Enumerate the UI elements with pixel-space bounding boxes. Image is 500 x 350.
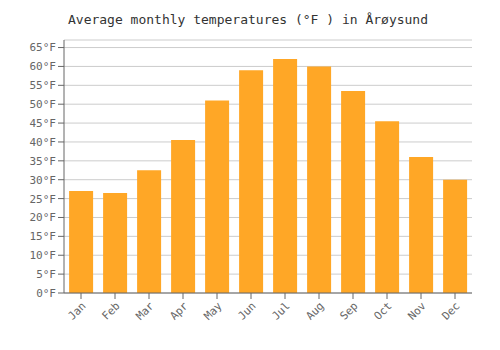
svg-text:Oct: Oct	[371, 299, 394, 322]
svg-text:Jan: Jan	[65, 299, 88, 322]
svg-text:May: May	[201, 299, 225, 323]
svg-text:Dec: Dec	[439, 299, 462, 322]
svg-text:55°F: 55°F	[30, 79, 57, 92]
html-text:Average monthly temperatures (: Average monthly temperatures (°F ) in År…	[68, 12, 428, 27]
svg-text:Aug: Aug	[303, 299, 326, 322]
svg-text:40°F: 40°F	[30, 136, 57, 149]
svg-text:Jul: Jul	[269, 299, 292, 322]
svg-text:Nov: Nov	[405, 299, 429, 323]
svg-text:Apr: Apr	[167, 299, 191, 323]
svg-text:20°F: 20°F	[30, 211, 57, 224]
svg-text:65°F: 65°F	[30, 41, 57, 54]
svg-text:35°F: 35°F	[30, 155, 57, 168]
svg-text:5°F: 5°F	[36, 268, 56, 281]
svg-text:Mar: Mar	[133, 299, 157, 323]
svg-text:45°F: 45°F	[30, 117, 57, 130]
svg-text:10°F: 10°F	[30, 249, 57, 262]
svg-text:15°F: 15°F	[30, 230, 57, 243]
svg-text:60°F: 60°F	[30, 60, 57, 73]
svg-text:Feb: Feb	[99, 299, 122, 322]
svg-text:Sep: Sep	[337, 299, 360, 322]
svg-text:30°F: 30°F	[30, 174, 57, 187]
svg-text:25°F: 25°F	[30, 193, 57, 206]
svg-text:50°F: 50°F	[30, 98, 57, 111]
svg-text:Jun: Jun	[235, 299, 258, 322]
svg-text:0°F: 0°F	[36, 287, 56, 300]
